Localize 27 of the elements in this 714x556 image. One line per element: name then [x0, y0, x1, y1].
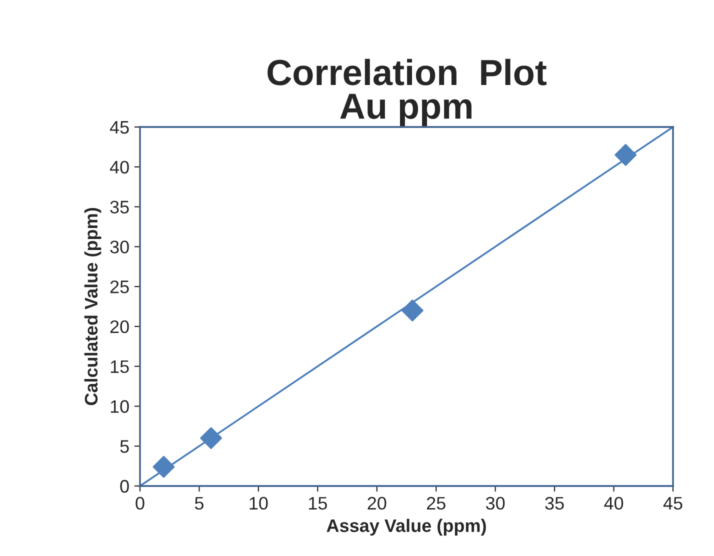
y-tick-label: 10: [110, 400, 129, 413]
x-tick-label: 15: [309, 497, 327, 510]
x-axis-title: Assay Value (ppm): [326, 518, 486, 536]
point: [401, 299, 424, 322]
x-tick-label: 20: [368, 496, 386, 510]
point: [200, 427, 222, 450]
y-tick-label: 45: [110, 121, 129, 134]
point: [152, 456, 175, 478]
y-tick-label: 5: [120, 440, 129, 453]
y-tick-label: 15: [110, 360, 129, 374]
x-tick-label: 35: [545, 496, 564, 510]
x-tick-label: 30: [486, 496, 505, 510]
y-tick-label: 0: [120, 480, 129, 493]
y-axis-title: Calculated Value (ppm): [84, 208, 102, 406]
y-tick-label: 40: [110, 160, 129, 174]
chart-title: Correlation Plot Au ppm: [268, 58, 547, 126]
point: [614, 144, 637, 166]
x-tick-label: 5: [194, 497, 204, 510]
y-tick-label: 20: [110, 320, 129, 334]
y-tick-label: 35: [110, 200, 129, 214]
x-tick-label: 45: [663, 497, 682, 510]
y-tick-label: 30: [110, 240, 129, 254]
x-tick-label: 40: [604, 496, 624, 510]
x-tick-label: 10: [250, 496, 268, 510]
x-tick-label: 25: [426, 496, 446, 510]
y-tick-label: 25: [110, 280, 129, 294]
x-tick-label: 0: [136, 496, 144, 510]
